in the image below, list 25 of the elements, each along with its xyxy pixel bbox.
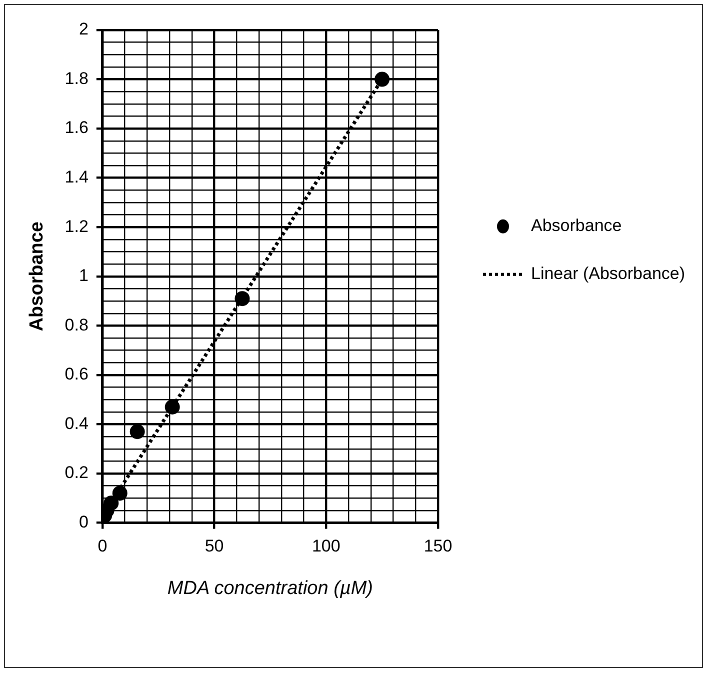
y-tick-label: 0 — [78, 512, 88, 532]
y-tick-label: 1.4 — [64, 168, 88, 187]
point — [104, 496, 119, 511]
y-tick-label: 1 — [78, 266, 88, 286]
point — [164, 399, 180, 414]
x-axis-title: MDA concentration (µM) — [167, 578, 374, 599]
x-tick-label: 150 — [424, 536, 452, 556]
y-tick-label: 0.8 — [64, 315, 88, 334]
y-tick-label: 2 — [78, 20, 88, 39]
legend-label: Absorbance — [531, 216, 622, 236]
y-tick-label: 1.2 — [64, 216, 88, 236]
y-tick-label: 1.8 — [64, 68, 88, 88]
point — [130, 424, 145, 440]
y-tick-label: 1.6 — [64, 118, 88, 138]
y-axis-title: Absorbance — [26, 221, 48, 332]
point — [374, 72, 390, 87]
legend-label: Linear (Absorbance) — [531, 264, 686, 284]
y-tick-label: 0.6 — [64, 364, 88, 384]
x-tick-label: 100 — [312, 536, 340, 556]
x-tick-label: 50 — [204, 536, 224, 556]
y-tick-label: 0.4 — [64, 414, 88, 433]
point — [234, 291, 250, 306]
point — [112, 486, 128, 501]
y-tick-label: 0.2 — [64, 463, 88, 482]
x-tick-label: 0 — [98, 536, 108, 556]
